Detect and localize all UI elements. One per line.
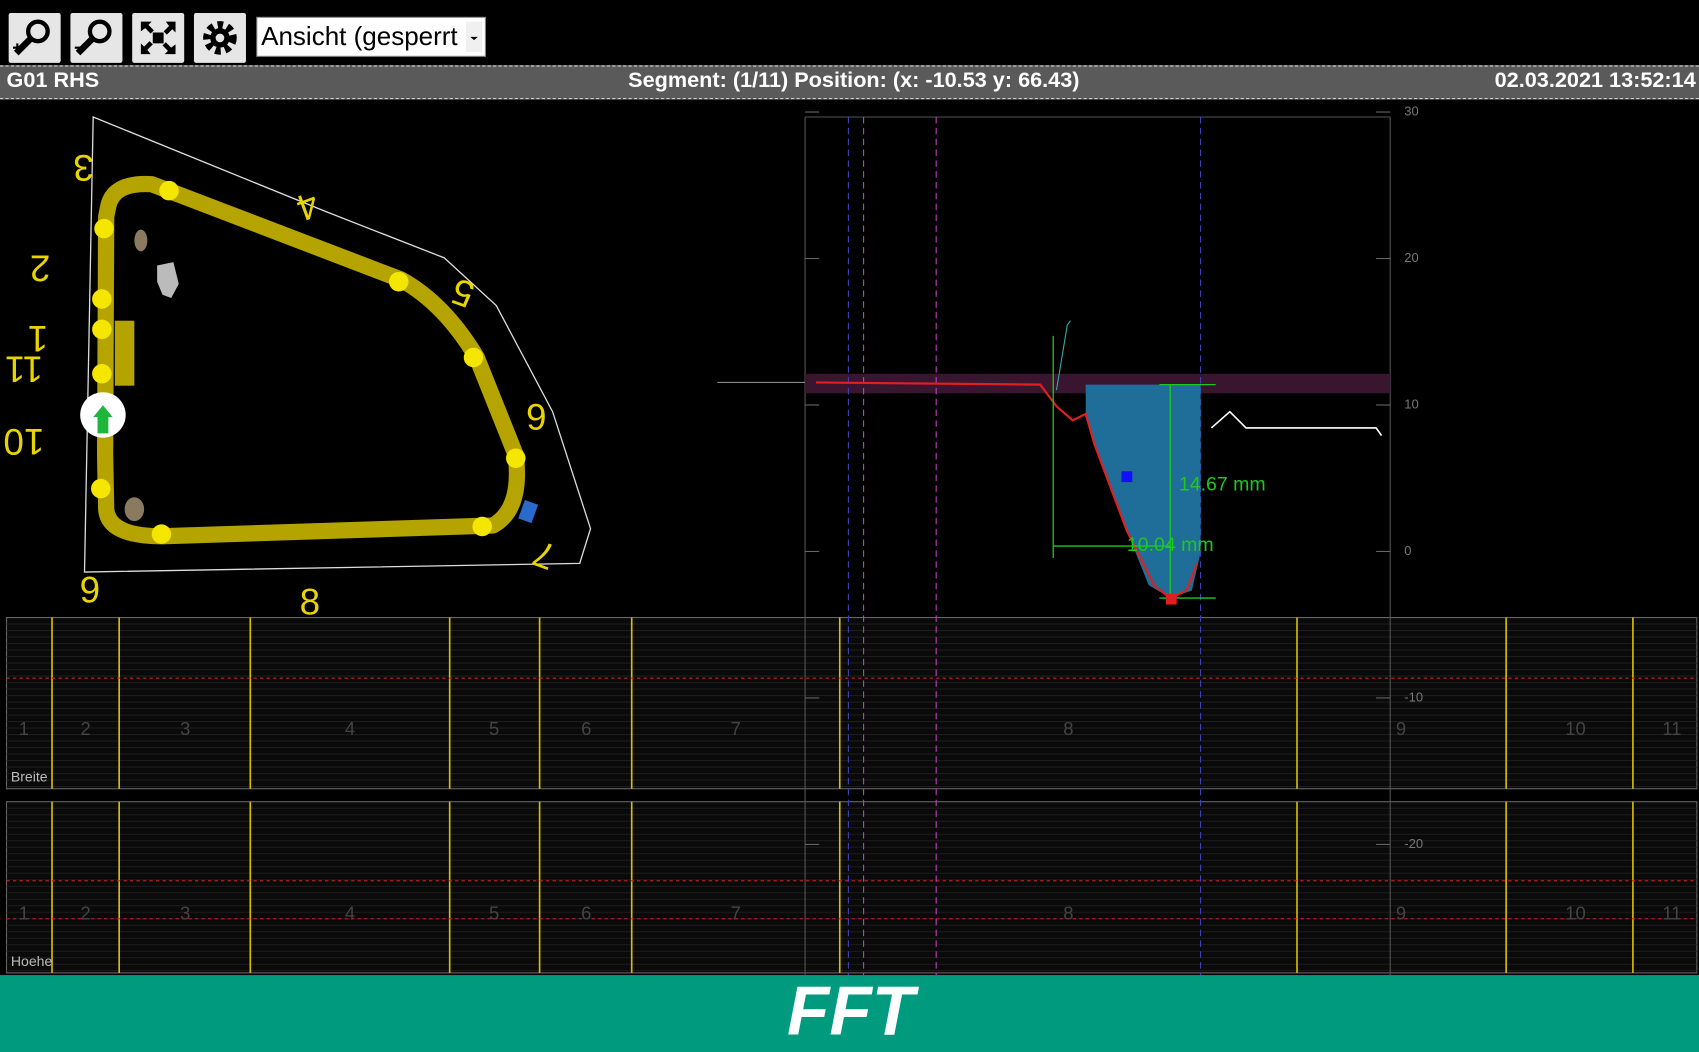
seam-point — [152, 524, 172, 544]
seam-point — [159, 181, 179, 201]
trend-strip: 1 2 3 4 5 6 7 8 9 10 11 Hoehe — [7, 802, 1697, 973]
segment-number: 10 — [3, 421, 44, 462]
segment-label: 4 — [345, 902, 355, 923]
header-right: 02.03.2021 13:52:14 — [1495, 67, 1696, 92]
segment-label: 3 — [180, 902, 190, 923]
segment-label: 10 — [1565, 718, 1585, 739]
segment-label: 5 — [489, 718, 499, 739]
header-left: G01 RHS — [7, 67, 100, 92]
settings-button[interactable] — [194, 13, 246, 63]
segment-label: 8 — [1063, 718, 1073, 739]
y-tick-label: -20 — [1404, 836, 1423, 851]
fixture-icon — [125, 497, 145, 521]
y-tick-label: 20 — [1404, 250, 1418, 265]
screen: Ansicht (gesperrt G01 RHS Segment: (1/11… — [0, 0, 1699, 1052]
segment-label: 1 — [19, 718, 29, 739]
dropdown-text: Ansicht (gesperrt — [261, 21, 458, 51]
segment-label: 2 — [80, 718, 90, 739]
seam-point — [472, 517, 492, 537]
seam-point — [92, 364, 112, 384]
seam-point — [92, 320, 112, 340]
fixture-icon — [134, 230, 147, 252]
segment-label: 2 — [80, 902, 90, 923]
y-tick-label: 0 — [1404, 543, 1411, 558]
strip-label: Hoehe — [11, 953, 53, 969]
y-tick-label: 10 — [1404, 396, 1418, 411]
segment-label: 1 — [19, 902, 29, 923]
segment-number: 2 — [30, 248, 50, 289]
seam-point — [91, 479, 111, 499]
segment-number: 6 — [526, 396, 546, 437]
segment-label: 5 — [489, 902, 499, 923]
depth-measure: 14.67 mm — [1179, 474, 1266, 496]
header-center: Segment: (1/11) Position: (x: -10.53 y: … — [628, 67, 1079, 92]
segment-label: 8 — [1063, 902, 1073, 923]
segment-label: 11 — [1662, 718, 1681, 739]
trend-strip: 1 2 3 4 5 6 7 8 9 10 11 Breite — [7, 618, 1697, 789]
zoom-out-button[interactable] — [70, 13, 122, 63]
width-measure: 10.04 mm — [1127, 534, 1214, 556]
y-tick-label: 30 — [1404, 103, 1418, 118]
view-dropdown[interactable]: Ansicht (gesperrt — [257, 17, 486, 56]
seam-point — [92, 289, 112, 309]
segment-number: 3 — [73, 147, 93, 188]
seam-point — [94, 219, 114, 239]
segment-label: 7 — [731, 718, 741, 739]
fit-button[interactable] — [132, 13, 184, 63]
center-marker — [1121, 471, 1132, 482]
segment-number: 9 — [80, 569, 100, 610]
segment-label: 4 — [345, 718, 355, 739]
seam-track — [115, 321, 135, 386]
seam-point — [506, 449, 526, 469]
segment-label: 7 — [731, 902, 741, 923]
segment-label: 6 — [581, 718, 591, 739]
segment-label: 6 — [581, 902, 591, 923]
segment-label: 11 — [1662, 902, 1681, 923]
bottom-marker — [1166, 594, 1177, 605]
segment-label: 9 — [1396, 902, 1406, 923]
logo: FFT — [787, 972, 920, 1050]
segment-label: 3 — [180, 718, 190, 739]
y-tick-label: -10 — [1404, 689, 1423, 704]
seam-point — [389, 272, 409, 292]
strip-label: Breite — [11, 769, 48, 785]
segment-number: 11 — [5, 348, 43, 389]
seam-point — [464, 348, 484, 368]
segment-label: 9 — [1396, 718, 1406, 739]
segment-label: 10 — [1565, 902, 1585, 923]
segment-number: 8 — [300, 581, 320, 622]
zoom-in-button[interactable] — [9, 13, 61, 63]
